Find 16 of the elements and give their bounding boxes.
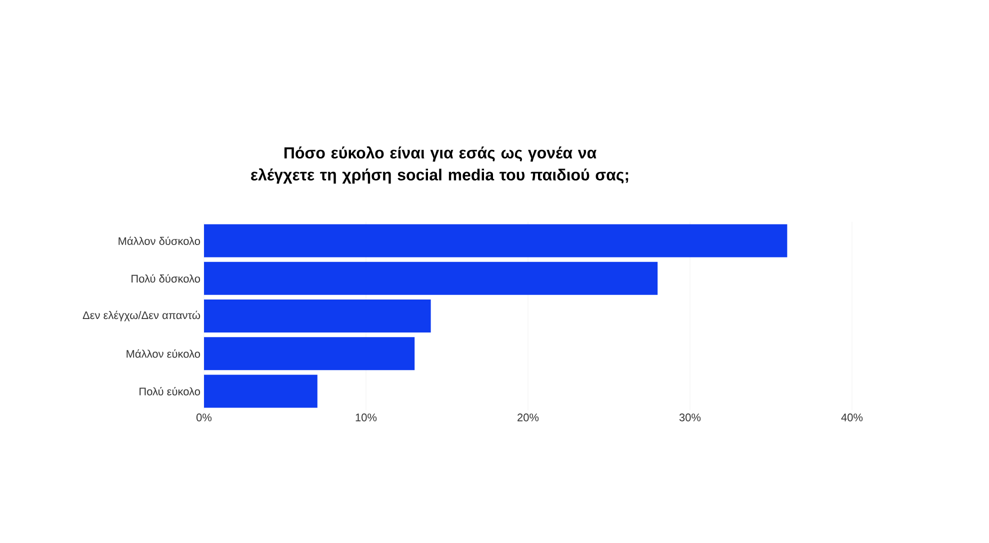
x-tick-label: 10%	[356, 414, 377, 422]
bar	[204, 224, 788, 258]
x-tick-label: 20%	[518, 414, 539, 422]
bar	[204, 299, 431, 332]
x-tick-label: 0%	[196, 414, 212, 422]
bar	[204, 374, 318, 408]
y-tick-label: Πολύ εύκολο	[140, 387, 200, 396]
x-tick-label: 40%	[841, 414, 863, 422]
y-tick-label: Μάλλον δύσκολο	[118, 236, 200, 245]
bar	[204, 337, 415, 370]
bar	[204, 262, 658, 295]
y-tick-label: Δεν ελέγχω/Δεν απαντώ	[82, 310, 200, 322]
y-tick-label: Πολύ δύσκολο	[132, 274, 200, 283]
chart-title: Πόσο εύκολο είναι για εσάς ως γονέα να ελέγχετε τη χρήση social media του παιδιού σας;	[251, 146, 628, 184]
x-tick-label: 30%	[679, 414, 701, 422]
y-tick-label: Μάλλον εύκολο	[126, 349, 200, 358]
